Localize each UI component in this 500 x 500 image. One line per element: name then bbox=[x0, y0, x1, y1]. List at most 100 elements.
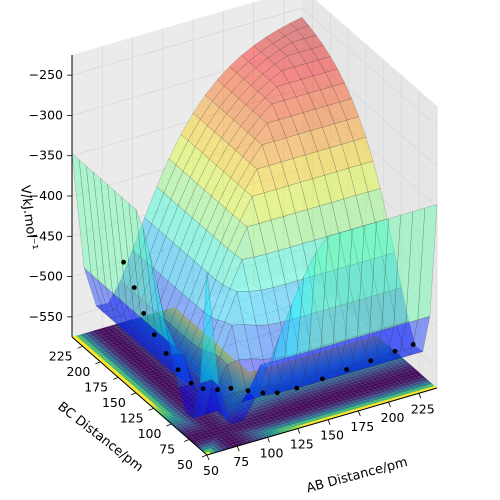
contour-cell bbox=[267, 425, 274, 429]
contour-cell bbox=[159, 335, 166, 339]
contour-cell bbox=[235, 425, 242, 430]
surface-facet bbox=[165, 204, 186, 243]
contour-cell bbox=[200, 357, 208, 361]
contour-cell bbox=[233, 361, 240, 366]
contour-cell bbox=[343, 357, 351, 362]
surface-facet bbox=[182, 260, 202, 301]
contour-cell bbox=[152, 363, 159, 367]
contour-cell bbox=[363, 366, 371, 370]
contour-cell bbox=[222, 395, 230, 400]
contour-cell bbox=[348, 395, 356, 399]
surface-facet bbox=[239, 195, 260, 228]
contour-cell bbox=[299, 362, 306, 366]
contour-cell bbox=[172, 385, 179, 389]
contour-cell bbox=[224, 412, 232, 416]
contour-cell bbox=[313, 355, 320, 359]
contour-cell bbox=[350, 392, 357, 396]
contour-cell bbox=[175, 406, 182, 411]
contour-cell bbox=[375, 357, 382, 361]
z-tick-label: −250 bbox=[29, 67, 63, 82]
contour-cell bbox=[285, 416, 292, 421]
contour-cell bbox=[155, 322, 163, 326]
contour-cell bbox=[145, 342, 152, 346]
contour-cell bbox=[143, 359, 150, 364]
contour-cell bbox=[166, 341, 174, 346]
contour-cell bbox=[274, 397, 281, 401]
contour-cell bbox=[406, 378, 413, 383]
surface-facet bbox=[278, 246, 298, 285]
contour-cell bbox=[193, 412, 200, 417]
contour-cell bbox=[325, 399, 333, 403]
contour-cell bbox=[323, 363, 330, 368]
surface-facet bbox=[95, 302, 116, 313]
contour-cell bbox=[268, 368, 275, 372]
surface-facet bbox=[369, 218, 389, 335]
x-axis-line bbox=[206, 387, 438, 456]
contour-cell bbox=[151, 371, 158, 375]
contour-cell bbox=[316, 396, 324, 400]
contour-cell bbox=[366, 382, 373, 386]
contour-cell bbox=[193, 418, 201, 422]
contour-cell bbox=[315, 371, 323, 375]
contour-cell bbox=[254, 428, 262, 432]
contour-cell bbox=[157, 338, 165, 343]
contour-cell bbox=[318, 407, 325, 411]
contour-cell bbox=[406, 364, 413, 369]
contour-cell bbox=[368, 370, 376, 374]
contour-cell bbox=[381, 386, 388, 390]
contour-cell bbox=[363, 394, 370, 398]
contour-cell bbox=[374, 399, 382, 403]
surface-facet bbox=[71, 152, 92, 275]
contour-cell bbox=[198, 369, 205, 373]
contour-cell bbox=[289, 382, 296, 386]
contour-cell bbox=[376, 396, 383, 400]
contour-cell bbox=[401, 360, 409, 364]
contour-cell bbox=[259, 379, 266, 383]
contour-cell bbox=[292, 375, 300, 379]
contour-cell bbox=[376, 362, 383, 366]
contour-cell bbox=[181, 407, 189, 412]
contour-cell bbox=[104, 326, 112, 330]
contour-cell bbox=[375, 371, 382, 375]
contour-cell bbox=[299, 381, 307, 386]
contour-cell bbox=[185, 372, 193, 377]
contour-cell bbox=[182, 427, 189, 431]
surface-facet bbox=[275, 355, 295, 385]
contour-cell bbox=[109, 364, 117, 368]
contour-cell bbox=[173, 309, 180, 313]
contour-cell bbox=[216, 428, 223, 432]
contour-cell bbox=[353, 352, 360, 356]
contour-cell bbox=[134, 337, 141, 341]
contour-cell bbox=[245, 420, 252, 424]
contour-cell bbox=[252, 378, 260, 382]
contour-cell bbox=[254, 380, 262, 385]
contour-cell bbox=[331, 375, 338, 379]
surface-facet bbox=[283, 96, 304, 117]
contour-cell bbox=[324, 402, 331, 407]
surface-facet bbox=[207, 356, 228, 392]
contour-cell bbox=[207, 406, 214, 410]
contour-cell bbox=[383, 354, 391, 358]
contour-cell bbox=[183, 404, 190, 408]
contour-cell bbox=[259, 418, 267, 422]
contour-cell bbox=[146, 381, 153, 385]
contour-cell bbox=[94, 340, 101, 344]
contour-cell bbox=[324, 374, 331, 378]
contour-cell bbox=[317, 416, 324, 420]
contour-cell bbox=[396, 356, 404, 360]
surface-facet bbox=[333, 266, 354, 306]
contour-cell bbox=[315, 405, 323, 409]
contour-cell bbox=[390, 355, 397, 359]
contour-cell bbox=[233, 429, 241, 433]
contour-cell bbox=[306, 368, 314, 372]
contour-cell bbox=[263, 431, 271, 435]
contour-cell bbox=[159, 397, 166, 401]
contour-cell bbox=[195, 333, 202, 337]
contour-cell bbox=[250, 424, 257, 428]
contour-cell bbox=[177, 327, 185, 331]
contour-cell bbox=[204, 384, 211, 388]
surface-facet bbox=[317, 147, 338, 176]
surface-facet bbox=[199, 271, 220, 387]
contour-cell bbox=[125, 334, 132, 338]
contour-cell bbox=[278, 396, 285, 400]
